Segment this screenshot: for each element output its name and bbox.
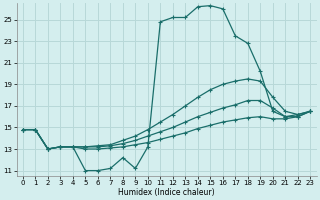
X-axis label: Humidex (Indice chaleur): Humidex (Indice chaleur) <box>118 188 215 197</box>
